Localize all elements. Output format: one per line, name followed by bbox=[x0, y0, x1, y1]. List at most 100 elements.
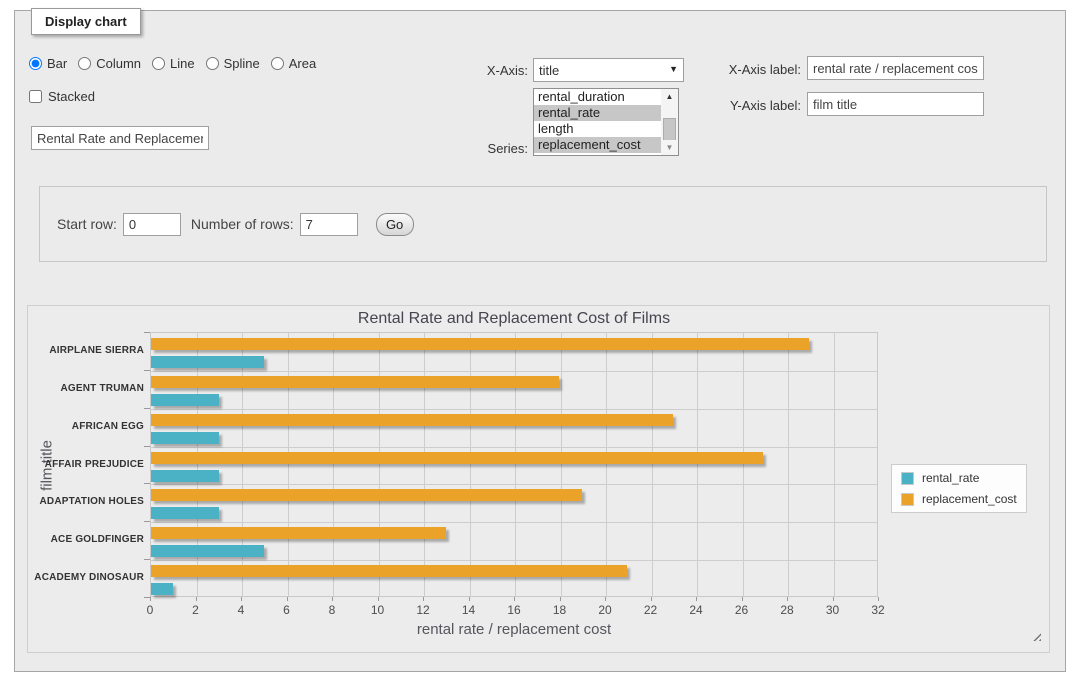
y-axis-tick-mark bbox=[144, 446, 150, 447]
rental_rate-bar bbox=[151, 583, 173, 595]
y-axis-label-field-label: Y-Axis label: bbox=[705, 98, 801, 113]
x-axis-tick-label: 10 bbox=[371, 603, 384, 617]
replacement_cost-swatch-icon bbox=[901, 493, 914, 506]
fieldset-legend: Display chart bbox=[31, 8, 141, 35]
scrollbar-down-arrow-icon[interactable]: ▼ bbox=[661, 140, 678, 155]
category-tick-label: ACE GOLDFINGER bbox=[28, 521, 144, 559]
chart-title-input[interactable] bbox=[31, 126, 209, 150]
x-axis-tick-mark bbox=[332, 597, 333, 601]
category-band bbox=[151, 484, 877, 522]
scrollbar-up-arrow-icon[interactable]: ▲ bbox=[661, 89, 678, 104]
category-band bbox=[151, 371, 877, 409]
legend-entry-label: rental_rate bbox=[922, 471, 979, 485]
x-axis-select-wrap: title ▼ bbox=[533, 58, 684, 82]
x-axis-tick-label: 8 bbox=[329, 603, 336, 617]
y-axis-label-input[interactable] bbox=[807, 92, 984, 116]
series-multiselect[interactable]: rental_durationrental_ratelengthreplacem… bbox=[533, 88, 679, 156]
category-band bbox=[151, 560, 877, 598]
stacked-checkbox-row[interactable]: Stacked bbox=[29, 89, 95, 104]
chart-type-option-label: Area bbox=[289, 56, 316, 71]
replacement_cost-bar bbox=[151, 338, 809, 350]
x-axis-tick-label: 16 bbox=[507, 603, 520, 617]
replacement_cost-bar bbox=[151, 376, 559, 388]
chart-x-axis-title: rental rate / replacement cost bbox=[150, 621, 878, 638]
chart-type-option-column[interactable]: Column bbox=[78, 56, 141, 71]
series-option-rental_rate[interactable]: rental_rate bbox=[534, 105, 661, 121]
scrollbar-thumb[interactable] bbox=[663, 118, 676, 142]
chart-container: Rental Rate and Replacement Cost of Film… bbox=[27, 305, 1050, 653]
chart-title: Rental Rate and Replacement Cost of Film… bbox=[150, 310, 878, 328]
chart-type-option-line[interactable]: Line bbox=[152, 56, 195, 71]
x-axis-tick-label: 32 bbox=[871, 603, 884, 617]
display-chart-fieldset: Display chart Bar Column Line Spline Area St… bbox=[14, 10, 1066, 672]
category-tick-label: ADAPTATION HOLES bbox=[28, 483, 144, 521]
x-axis-tick-label: 2 bbox=[192, 603, 199, 617]
series-option-rental_duration[interactable]: rental_duration bbox=[534, 89, 661, 105]
series-option-replacement_cost[interactable]: replacement_cost bbox=[534, 137, 661, 153]
x-axis-tick-label: 14 bbox=[462, 603, 475, 617]
x-axis-tick-mark bbox=[742, 597, 743, 601]
rental_rate-bar bbox=[151, 507, 219, 519]
rental_rate-bar bbox=[151, 394, 219, 406]
rental_rate-bar bbox=[151, 432, 219, 444]
category-tick-label: AFRICAN EGG bbox=[28, 408, 144, 446]
stacked-label: Stacked bbox=[48, 89, 95, 104]
x-axis-tick-mark bbox=[150, 597, 151, 601]
x-axis-label-field-label: X-Axis label: bbox=[705, 62, 801, 77]
x-axis-tick-mark bbox=[560, 597, 561, 601]
replacement_cost-bar bbox=[151, 414, 673, 426]
series-scrollbar[interactable]: ▲ ▼ bbox=[661, 89, 678, 155]
x-axis-tick-mark bbox=[196, 597, 197, 601]
chart-type-option-label: Bar bbox=[47, 56, 67, 71]
stacked-checkbox[interactable] bbox=[29, 90, 42, 103]
x-axis-tick-label: 4 bbox=[238, 603, 245, 617]
x-axis-tick-mark bbox=[833, 597, 834, 601]
start-row-label: Start row: bbox=[57, 216, 117, 232]
go-button[interactable]: Go bbox=[376, 213, 414, 236]
series-option-length[interactable]: length bbox=[534, 121, 661, 137]
start-row-input[interactable] bbox=[123, 213, 181, 236]
chart-type-radio-spline[interactable] bbox=[206, 57, 219, 70]
rental_rate-bar bbox=[151, 470, 219, 482]
chart-type-option-label: Column bbox=[96, 56, 141, 71]
chart-type-option-area[interactable]: Area bbox=[271, 56, 316, 71]
x-axis-tick-mark bbox=[423, 597, 424, 601]
chart-type-radio-area[interactable] bbox=[271, 57, 284, 70]
chart-resize-handle[interactable] bbox=[1031, 631, 1041, 641]
x-axis-tick-mark bbox=[469, 597, 470, 601]
chart-type-radio-line[interactable] bbox=[152, 57, 165, 70]
series-options-list: rental_durationrental_ratelengthreplacem… bbox=[534, 89, 661, 155]
chart-type-option-spline[interactable]: Spline bbox=[206, 56, 260, 71]
x-axis-tick-mark bbox=[378, 597, 379, 601]
x-axis-tick-mark bbox=[514, 597, 515, 601]
category-tick-label: AGENT TRUMAN bbox=[28, 370, 144, 408]
rental_rate-bar bbox=[151, 356, 264, 368]
x-axis-tick-mark bbox=[696, 597, 697, 601]
category-band bbox=[151, 409, 877, 447]
x-axis-tick-mark bbox=[878, 597, 879, 601]
replacement_cost-bar bbox=[151, 565, 627, 577]
x-axis-tick-label: 12 bbox=[416, 603, 429, 617]
x-axis-select-label: X-Axis: bbox=[431, 63, 528, 78]
series-select-label: Series: bbox=[431, 141, 528, 156]
rental_rate-swatch-icon bbox=[901, 472, 914, 485]
x-axis-tick-mark bbox=[605, 597, 606, 601]
number-of-rows-label: Number of rows: bbox=[191, 216, 294, 232]
row-range-box: Start row: Number of rows: Go bbox=[39, 186, 1047, 262]
x-axis-tick-label: 18 bbox=[553, 603, 566, 617]
chart-type-radio-bar[interactable] bbox=[29, 57, 42, 70]
x-axis-label-input[interactable] bbox=[807, 56, 984, 80]
x-axis-tick-label: 30 bbox=[826, 603, 839, 617]
replacement_cost-bar bbox=[151, 527, 446, 539]
chart-legend: rental_ratereplacement_cost bbox=[891, 464, 1027, 513]
x-axis-select[interactable]: title bbox=[533, 58, 684, 82]
x-axis-tick-mark bbox=[241, 597, 242, 601]
plot-grid bbox=[150, 332, 878, 597]
chart-type-radio-column[interactable] bbox=[78, 57, 91, 70]
chart-type-option-bar[interactable]: Bar bbox=[29, 56, 67, 71]
x-axis-tick-label: 20 bbox=[598, 603, 611, 617]
chart-type-radio-group: Bar Column Line Spline Area bbox=[29, 56, 316, 71]
number-of-rows-input[interactable] bbox=[300, 213, 358, 236]
y-axis-tick-mark bbox=[144, 483, 150, 484]
x-axis-tick-label: 28 bbox=[780, 603, 793, 617]
